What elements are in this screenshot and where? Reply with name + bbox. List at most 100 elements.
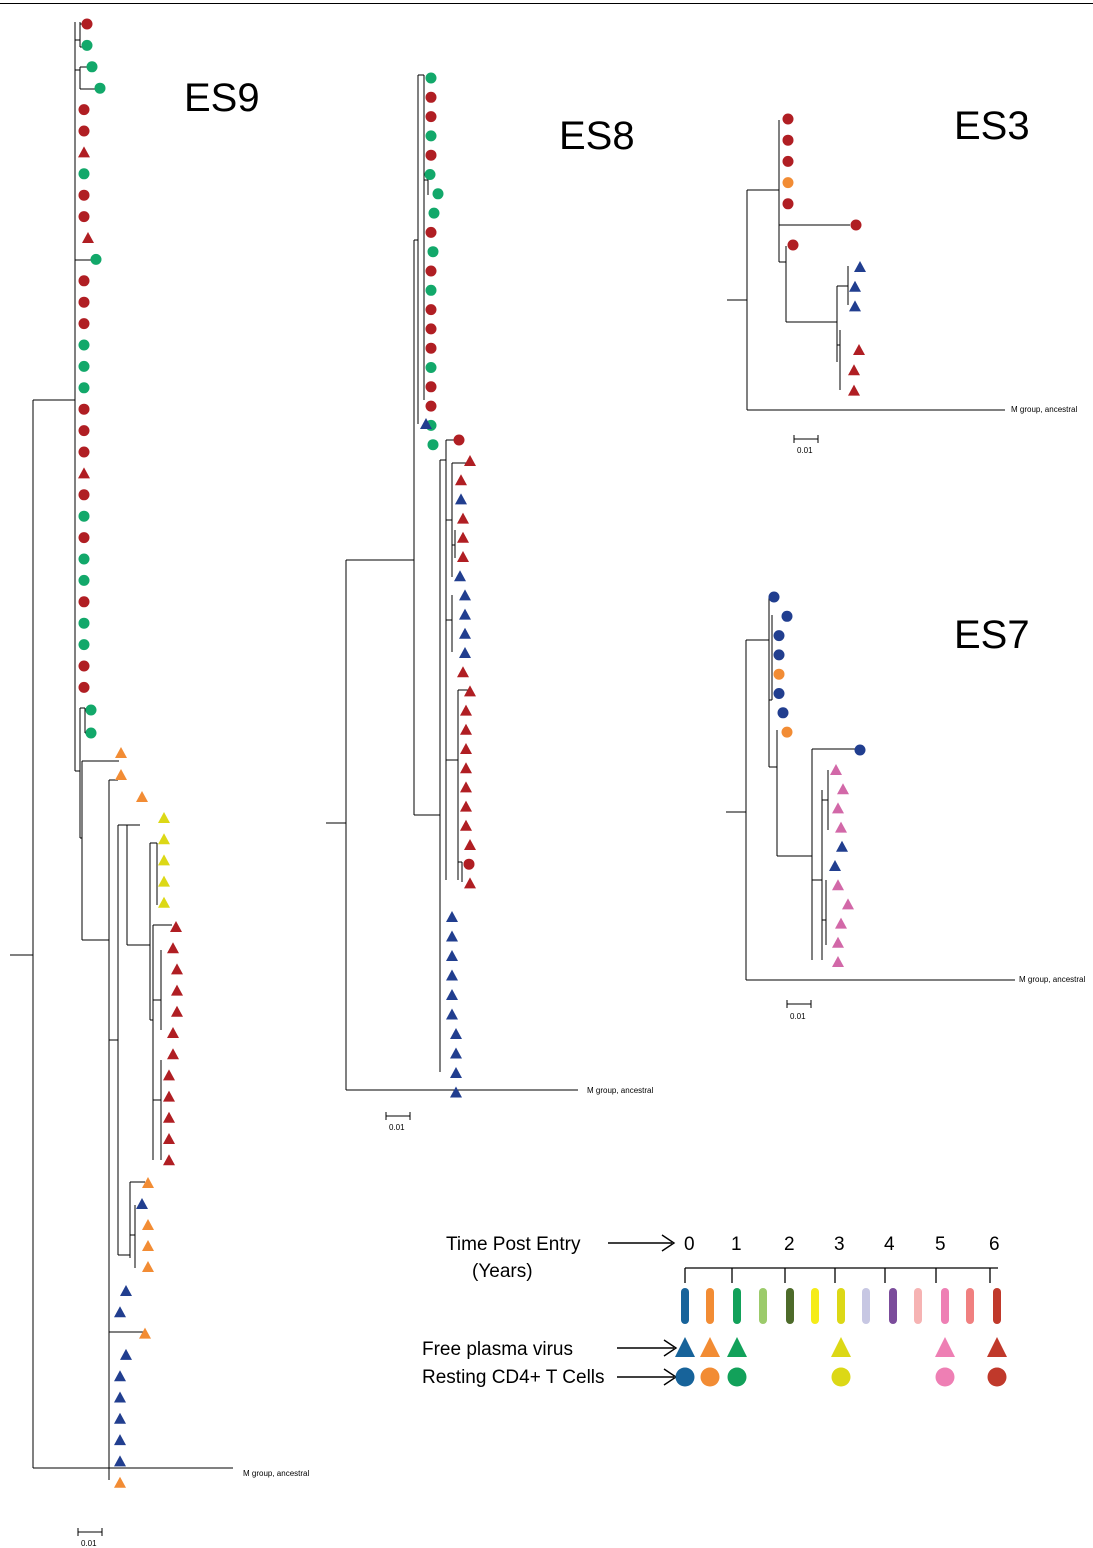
- es9-tip-triangle: [163, 1069, 175, 1081]
- legend-swatches: [681, 1288, 1001, 1324]
- legend: Time Post Entry (Years) Free plasma viru…: [422, 1234, 1007, 1388]
- es8-tip-triangle: [460, 781, 472, 793]
- es7-tip-circle: [773, 688, 785, 699]
- legend-year-label: 1: [731, 1234, 742, 1255]
- es8-scale-bar: [385, 1112, 411, 1120]
- legend-cell-circle: [675, 1367, 695, 1387]
- es9-tip-circle: [78, 574, 90, 586]
- es8-tip-circle: [453, 434, 465, 446]
- es9-tip-triangle: [158, 854, 170, 866]
- es8-tip-triangle: [460, 819, 472, 831]
- tip-markers: [78, 18, 866, 1488]
- es8-tip-circle: [425, 381, 437, 393]
- es8-tip-triangle: [464, 839, 476, 850]
- legend-plasma-triangle: [727, 1337, 747, 1357]
- legend-plasma-triangle: [831, 1337, 851, 1357]
- legend-cell-circle: [987, 1367, 1007, 1387]
- es9-tip-circle: [94, 82, 106, 94]
- es9-tip-triangle: [142, 1261, 154, 1272]
- es9-tip-triangle: [163, 1133, 175, 1144]
- es9-tip-circle: [85, 727, 97, 739]
- es3-outgroup-label: M group, ancestral: [1011, 405, 1077, 414]
- es9-tip-triangle: [114, 1306, 126, 1318]
- es8-tip-triangle: [446, 930, 458, 942]
- es9-tip-circle: [86, 61, 98, 73]
- legend-swatch: [733, 1288, 741, 1324]
- es7-tip-triangle: [832, 879, 844, 891]
- legend-arrows: [608, 1234, 678, 1386]
- es8-title: ES8: [559, 114, 635, 158]
- legend-cell-circle: [727, 1367, 747, 1387]
- es9-tip-circle: [78, 617, 90, 629]
- es3-scale-bar: [793, 435, 819, 443]
- es8-tip-triangle: [450, 1067, 462, 1078]
- es8-tip-triangle: [464, 685, 476, 697]
- es7-tip-triangle: [832, 802, 844, 814]
- es9-tip-triangle: [114, 1412, 126, 1424]
- es8-tip-circle: [425, 284, 437, 296]
- legend-year-label: 3: [834, 1234, 845, 1255]
- es7-tip-triangle: [836, 840, 848, 852]
- legend-plasma-triangle: [675, 1337, 695, 1357]
- es8-tip-triangle: [459, 627, 471, 639]
- es9-tip-triangle: [167, 942, 179, 954]
- es9-tip-circle: [78, 403, 90, 415]
- es9-tip-circle: [78, 553, 90, 565]
- es9-tip-circle: [78, 660, 90, 672]
- es3-tip-triangle: [854, 261, 866, 272]
- es9-title: ES9: [184, 76, 260, 120]
- legend-swatch: [681, 1288, 689, 1324]
- es8-tip-triangle: [450, 1028, 462, 1039]
- legend-swatch: [993, 1288, 1001, 1324]
- es8-tip-triangle: [464, 877, 476, 889]
- es7-tip-triangle: [832, 956, 844, 967]
- es7-title: ES7: [954, 613, 1030, 657]
- tree-es8: [326, 74, 578, 1091]
- es9-tip-circle: [85, 704, 97, 716]
- es8-tip-triangle: [457, 531, 469, 543]
- es8-tip-circle: [425, 130, 437, 142]
- es7-scale-label: 0.01: [790, 1012, 806, 1021]
- es3-tip-triangle: [849, 300, 861, 312]
- es8-tip-circle: [425, 304, 437, 316]
- es8-tip-triangle: [446, 989, 458, 1000]
- es3-tip-circle: [782, 198, 794, 210]
- es9-tip-triangle: [171, 963, 183, 975]
- legend-year-axis: 0 1 2 3 4 5 6: [684, 1234, 1000, 1283]
- es9-tip-triangle: [114, 1455, 126, 1467]
- es9-tip-triangle: [171, 984, 183, 996]
- es9-tip-triangle: [170, 921, 182, 932]
- es7-tip-circle: [781, 726, 793, 738]
- legend-year-label: 6: [989, 1234, 1000, 1255]
- es3-tip-circle: [787, 239, 799, 251]
- es9-tip-triangle: [142, 1219, 154, 1230]
- es9-tip-triangle: [163, 1090, 175, 1102]
- legend-time-subtitle: (Years): [472, 1261, 533, 1282]
- es7-tip-triangle: [837, 783, 849, 795]
- legend-swatch: [914, 1288, 922, 1324]
- legend-year-label: 4: [884, 1234, 895, 1255]
- legend-year-label: 5: [935, 1234, 946, 1255]
- es9-tip-triangle: [115, 747, 127, 758]
- es9-tip-circle: [78, 125, 90, 137]
- es9-tip-triangle: [136, 791, 148, 802]
- es8-tip-triangle: [459, 608, 471, 620]
- es8-tip-triangle: [446, 950, 458, 961]
- tree-es7: [726, 596, 1015, 981]
- es8-tip-triangle: [464, 455, 476, 466]
- legend-plasma-triangle: [987, 1337, 1007, 1357]
- es8-scale-label: 0.01: [389, 1123, 405, 1132]
- es9-tip-triangle: [142, 1240, 154, 1251]
- es9-tip-circle: [78, 189, 90, 201]
- es3-tip-circle: [782, 177, 794, 189]
- es8-tip-triangle: [420, 418, 432, 429]
- es9-scale-bar: [77, 1528, 103, 1536]
- es8-tip-circle: [425, 265, 437, 277]
- es3-tip-triangle: [849, 280, 861, 292]
- es9-tip-circle: [78, 639, 90, 651]
- legend-year-label: 0: [684, 1234, 695, 1255]
- es9-tip-circle: [78, 360, 90, 372]
- es8-tip-circle: [432, 188, 444, 200]
- es9-tip-circle: [78, 532, 90, 544]
- es9-outgroup-label: M group, ancestral: [243, 1469, 309, 1478]
